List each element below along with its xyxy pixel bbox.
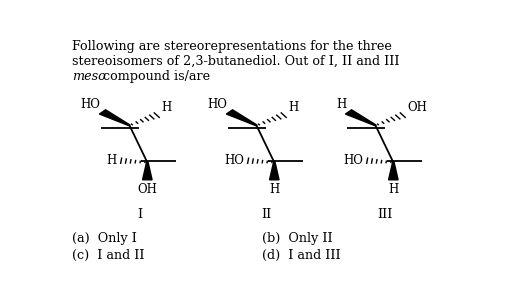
Text: H: H — [162, 101, 172, 114]
Text: HO: HO — [343, 154, 363, 167]
Text: (a)  Only I: (a) Only I — [72, 232, 137, 245]
Text: HO: HO — [224, 154, 244, 167]
Text: H: H — [388, 183, 398, 196]
Polygon shape — [99, 110, 130, 126]
Text: meso: meso — [72, 70, 105, 83]
Polygon shape — [142, 163, 152, 180]
Text: (b)  Only II: (b) Only II — [262, 232, 333, 245]
Text: OH: OH — [137, 183, 157, 196]
Text: H: H — [106, 154, 117, 167]
Text: (d)  I and III: (d) I and III — [262, 249, 341, 262]
Text: compound is/are: compound is/are — [99, 70, 210, 83]
Text: stereoisomers of 2,3-butanediol. Out of I, II and III: stereoisomers of 2,3-butanediol. Out of … — [72, 55, 399, 68]
Polygon shape — [389, 163, 398, 180]
Text: II: II — [261, 208, 271, 221]
Polygon shape — [269, 163, 279, 180]
Text: HO: HO — [80, 98, 100, 111]
Text: III: III — [378, 208, 393, 221]
Text: H: H — [336, 98, 346, 111]
Text: OH: OH — [408, 101, 428, 114]
Text: (c)  I and II: (c) I and II — [72, 249, 144, 262]
Text: HO: HO — [207, 98, 227, 111]
Text: H: H — [289, 101, 299, 114]
Polygon shape — [346, 110, 376, 126]
Text: I: I — [137, 208, 142, 221]
Text: H: H — [269, 183, 280, 196]
Text: Following are stereorepresentations for the three: Following are stereorepresentations for … — [72, 40, 392, 53]
Polygon shape — [226, 110, 257, 126]
